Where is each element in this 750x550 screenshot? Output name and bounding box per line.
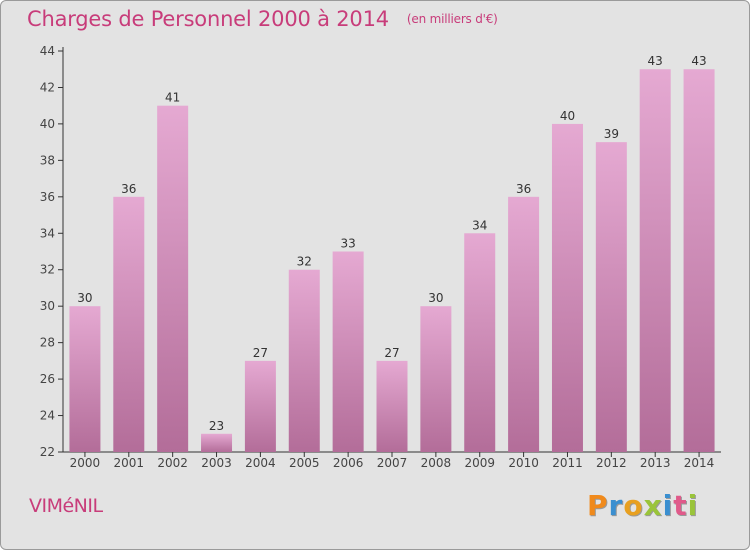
bar-2004 xyxy=(244,360,276,452)
y-tick-label: 22 xyxy=(40,445,55,459)
data-label: 43 xyxy=(648,54,663,68)
bar-2011 xyxy=(551,123,583,452)
bar-2002 xyxy=(157,105,189,452)
data-label: 30 xyxy=(77,291,92,305)
y-tick-label: 36 xyxy=(40,190,55,204)
x-tick-label: 2006 xyxy=(333,456,364,470)
data-label: 39 xyxy=(604,127,619,141)
y-tick-label: 44 xyxy=(40,44,55,58)
y-tick-label: 42 xyxy=(40,80,55,94)
x-tick-label: 2008 xyxy=(421,456,452,470)
bar-2000 xyxy=(69,306,101,452)
bar-2009 xyxy=(464,233,496,452)
data-label: 23 xyxy=(209,419,224,433)
y-tick-label: 26 xyxy=(40,372,55,386)
bar-2001 xyxy=(113,196,145,452)
x-tick-label: 2004 xyxy=(245,456,276,470)
x-tick-label: 2014 xyxy=(684,456,715,470)
brand-letter: i xyxy=(687,489,699,522)
bar-2007 xyxy=(376,360,408,452)
bar-2006 xyxy=(332,251,364,452)
brand-letter: o xyxy=(623,489,644,522)
brand-letter: t xyxy=(673,489,688,522)
x-tick-label: 2009 xyxy=(464,456,495,470)
data-label: 40 xyxy=(560,109,575,123)
y-tick-label: 40 xyxy=(40,117,55,131)
x-tick-label: 2003 xyxy=(201,456,232,470)
data-label: 32 xyxy=(297,255,312,269)
chart-title: Charges de Personnel 2000 à 2014 (en mill… xyxy=(27,7,498,31)
data-label: 27 xyxy=(253,346,268,360)
y-tick-label: 30 xyxy=(40,299,55,313)
brand-letter: x xyxy=(643,489,663,522)
data-label: 33 xyxy=(340,237,355,251)
bar-2010 xyxy=(508,196,540,452)
y-tick-label: 34 xyxy=(40,226,55,240)
x-tick-label: 2000 xyxy=(70,456,101,470)
bar-2005 xyxy=(288,269,320,452)
x-tick-label: 2007 xyxy=(377,456,408,470)
data-label: 43 xyxy=(691,54,706,68)
x-tick-label: 2013 xyxy=(640,456,671,470)
bar-2003 xyxy=(201,433,233,452)
chart-bars: 30 36 41 23 27 32 33 27 30 34 36 40 39 43 43 xyxy=(69,54,715,453)
data-label: 34 xyxy=(472,218,487,232)
x-tick-label: 2010 xyxy=(508,456,539,470)
y-tick-label: 28 xyxy=(40,336,55,350)
data-label: 30 xyxy=(428,291,443,305)
data-label: 41 xyxy=(165,91,180,105)
y-tick-label: 32 xyxy=(40,263,55,277)
brand-logo: Proxiti xyxy=(587,489,698,522)
x-tick-label: 2011 xyxy=(552,456,583,470)
bar-2014 xyxy=(683,69,715,453)
town-name: VIMéNIL xyxy=(29,495,103,517)
brand-letter: r xyxy=(608,489,624,522)
bar-2013 xyxy=(639,69,671,453)
brand-letter: i xyxy=(662,489,674,522)
chart-axes: 22 24 26 28 30 32 34 36 38 40 42 44 2000 2001 2002 2003… xyxy=(40,44,721,470)
data-label: 36 xyxy=(121,182,136,196)
y-tick-label: 24 xyxy=(40,409,55,423)
bar-2008 xyxy=(420,306,452,452)
chart-subtitle: (en milliers d'€) xyxy=(406,12,498,26)
x-tick-label: 2002 xyxy=(157,456,188,470)
bar-2012 xyxy=(595,142,627,453)
brand-letter: P xyxy=(587,489,609,522)
data-label: 36 xyxy=(516,182,531,196)
x-tick-label: 2012 xyxy=(596,456,627,470)
x-tick-label: 2005 xyxy=(289,456,320,470)
data-label: 27 xyxy=(384,346,399,360)
x-tick-label: 2001 xyxy=(114,456,145,470)
chart-title-text: Charges de Personnel 2000 à 2014 xyxy=(27,7,389,31)
y-tick-label: 38 xyxy=(40,153,55,167)
